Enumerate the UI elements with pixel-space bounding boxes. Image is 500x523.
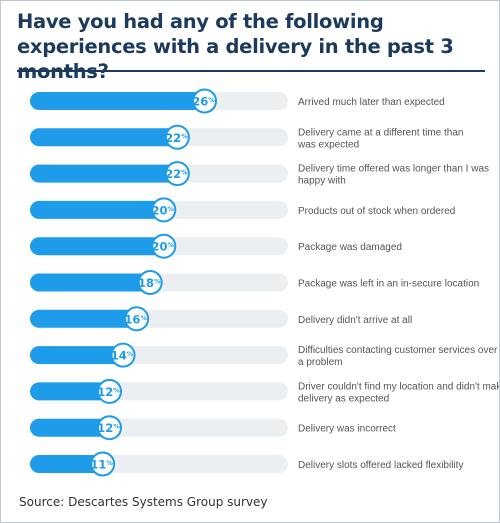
category-label-line: Arrived much later than expected: [298, 97, 445, 108]
category-label-line: Package was damaged: [298, 242, 402, 253]
value-badge: [151, 233, 177, 259]
bar-row: 11% Delivery slots offered lacked flexibi…: [30, 451, 463, 477]
data-label-number: 20: [152, 240, 168, 254]
data-label-suffix: %: [181, 169, 188, 177]
source-note: Source: Descartes Systems Group survey: [19, 495, 268, 509]
category-label: Driver couldn't find my location and did…: [298, 381, 499, 404]
data-label-suffix: %: [127, 350, 134, 358]
data-label: 11%: [90, 458, 113, 472]
data-label: 16%: [124, 312, 147, 326]
bar: [30, 237, 166, 256]
category-label-line: delivery as expected: [298, 393, 389, 404]
bar: [30, 128, 180, 147]
data-label: 26%: [192, 95, 215, 109]
value-badge: [137, 270, 163, 295]
bar: [30, 273, 153, 292]
category-label: Difficulties contacting customer service…: [298, 345, 498, 368]
chart-title: Have you had any of the following experi…: [17, 10, 454, 83]
data-label-number: 14: [111, 349, 127, 363]
category-label-line: Driver couldn't find my location and did…: [298, 381, 499, 392]
value-badge: [90, 451, 116, 477]
category-label: Delivery slots offered lacked flexibilit…: [298, 460, 463, 471]
category-label-line: Delivery was incorrect: [298, 424, 396, 435]
data-label: 20%: [152, 203, 175, 217]
data-label-number: 12: [97, 421, 113, 435]
bar-row: 18% Package was left in an in-secure loca…: [30, 270, 479, 295]
data-label: 14%: [111, 349, 134, 363]
category-label: Delivery time offered was longer than I …: [298, 164, 489, 187]
category-label-line: Package was left in an in-secure locatio…: [298, 279, 479, 290]
data-label-number: 18: [138, 276, 154, 290]
category-label: Delivery was incorrect: [298, 424, 396, 435]
value-badge: [124, 306, 150, 332]
bar: [30, 455, 105, 473]
data-label-suffix: %: [113, 386, 120, 394]
data-label: 20%: [152, 240, 175, 254]
value-badge: [164, 161, 190, 187]
value-badge: [96, 378, 122, 404]
category-label-line: Delivery came at a different time than: [298, 127, 463, 138]
category-label: Package was damaged: [298, 242, 402, 253]
bar-row: 20% Package was damaged: [30, 233, 402, 259]
category-label-line: was expected: [297, 139, 359, 150]
category-label-line: Difficulties contacting customer service…: [298, 345, 498, 356]
category-label-line: Products out of stock when ordered: [298, 206, 455, 217]
bar: [30, 92, 207, 110]
category-label: Delivery came at a different time than wa…: [297, 127, 463, 150]
category-label-line: Delivery slots offered lacked flexibilit…: [298, 460, 463, 471]
data-label-suffix: %: [106, 459, 113, 467]
bar-row: 22% Delivery time offered was longer than…: [30, 161, 489, 187]
bar: [30, 382, 112, 401]
value-badge: [192, 88, 218, 114]
data-label: 18%: [138, 276, 161, 290]
category-label-line: happy with: [298, 176, 346, 187]
category-label-line: a problem: [298, 357, 342, 368]
data-label: 12%: [97, 385, 120, 399]
data-label-suffix: %: [181, 132, 188, 140]
bar: [30, 418, 112, 437]
data-label-number: 20: [152, 203, 168, 217]
data-label: 22%: [165, 131, 188, 145]
bar-row: 20% Products out of stock when ordered: [30, 197, 455, 223]
title-underline: [17, 70, 485, 72]
bar: [30, 200, 166, 219]
data-label-suffix: %: [208, 96, 215, 104]
data-label-suffix: %: [113, 423, 120, 431]
bar-row: 26% Arrived much later than expected: [30, 88, 445, 114]
category-label-line: Delivery didn't arrive at all: [298, 315, 412, 326]
value-badge: [96, 415, 122, 441]
value-badge: [164, 124, 190, 150]
data-label-number: 12: [97, 385, 113, 399]
bar: [30, 346, 126, 365]
category-label-line: Delivery time offered was longer than I …: [298, 164, 489, 175]
bar: [30, 309, 139, 328]
bar-row: 14% Difficulties contacting customer serv…: [30, 342, 498, 368]
data-label-suffix: %: [154, 278, 161, 286]
data-label: 22%: [165, 167, 188, 181]
data-label-number: 22: [165, 167, 181, 181]
data-label: 12%: [97, 421, 120, 435]
data-label-suffix: %: [168, 205, 175, 213]
bar-row: 16% Delivery didn't arrive at all: [30, 306, 412, 332]
value-badge: [151, 197, 177, 223]
category-label: Products out of stock when ordered: [298, 206, 455, 217]
bar-row: 12% Driver couldn't find my location and …: [30, 378, 499, 404]
category-label: Package was left in an in-secure locatio…: [298, 279, 479, 290]
bar-row: 12% Delivery was incorrect: [30, 415, 396, 441]
data-label-number: 16: [124, 312, 140, 326]
data-label-suffix: %: [168, 241, 175, 249]
bar: [30, 164, 180, 183]
data-label-number: 26: [192, 95, 208, 109]
category-label: Delivery didn't arrive at all: [298, 315, 412, 326]
bar-row: 22% Delivery came at a different time tha…: [30, 124, 463, 150]
data-label-number: 11: [90, 458, 106, 472]
data-label-suffix: %: [140, 314, 147, 322]
value-badge: [110, 342, 136, 368]
data-label-number: 22: [165, 131, 181, 145]
category-label: Arrived much later than expected: [298, 97, 445, 108]
